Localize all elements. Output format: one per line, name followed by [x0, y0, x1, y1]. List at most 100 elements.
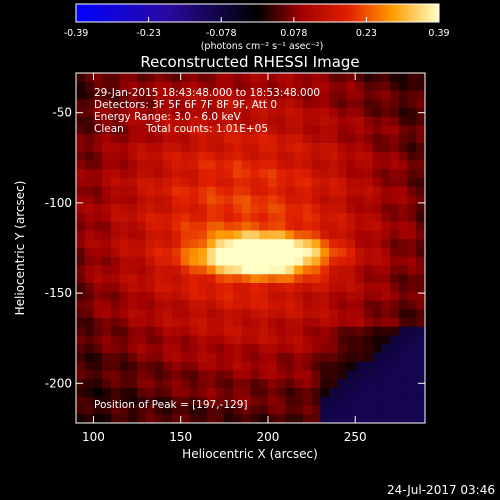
heatmap-cell [267, 90, 278, 100]
heatmap-cell [346, 239, 356, 249]
annotation-clean: Clean [94, 123, 124, 135]
colorbar-tick-labels: -0.39 -0.23 -0.078 0.078 0.23 0.39 [64, 28, 450, 39]
heatmap-cell [241, 73, 251, 83]
heatmap-cell [84, 213, 94, 223]
heatmap-cell [171, 405, 182, 415]
heatmap-cell [76, 361, 86, 371]
heatmap-cell [372, 116, 382, 126]
heatmap-cell [198, 370, 208, 380]
heatmap-cell [154, 151, 164, 161]
heatmap-cell [154, 309, 164, 319]
heatmap-cell [233, 73, 243, 83]
heatmap-cell [398, 239, 409, 249]
heatmap-cell [119, 248, 129, 258]
heatmap-cell [224, 90, 234, 100]
heatmap-cell [407, 414, 417, 424]
heatmap-cell [294, 116, 304, 126]
heatmap-cell [198, 388, 208, 398]
heatmap-cell [215, 178, 225, 188]
heatmap-cell [372, 73, 382, 83]
heatmap-cell [233, 396, 243, 406]
heatmap-cell [407, 283, 417, 293]
heatmap-cell [337, 73, 347, 83]
annotation-peak-position: Position of Peak = [197,-129] [94, 399, 248, 411]
heatmap-cell [250, 108, 260, 118]
heatmap-cell [206, 256, 217, 266]
heatmap-cell [110, 108, 121, 118]
heatmap-cell [311, 108, 321, 118]
heatmap-cell [84, 291, 94, 301]
heatmap-cell [206, 370, 217, 380]
heatmap-cell [76, 248, 86, 258]
heatmap-cell [180, 213, 190, 223]
heatmap-cell [128, 274, 138, 284]
heatmap-cell [224, 230, 234, 240]
heatmap-cell [171, 239, 182, 249]
heatmap-cell [102, 379, 112, 389]
heatmap-cell [329, 283, 339, 293]
heatmap-cell [329, 99, 339, 109]
heatmap-cell [137, 81, 147, 91]
heatmap-cell [285, 353, 295, 363]
heatmap-cell [372, 300, 382, 310]
heatmap-cell [119, 134, 129, 144]
heatmap-cell [416, 361, 426, 371]
heatmap-cell [171, 134, 182, 144]
heatmap-cell [241, 195, 251, 205]
heatmap-cell [259, 239, 269, 249]
heatmap-cell [119, 125, 129, 135]
heatmap-cell [363, 213, 374, 223]
heatmap-cell [390, 335, 400, 345]
heatmap-cell [102, 204, 112, 214]
heatmap-cell [329, 370, 339, 380]
heatmap-cell [224, 116, 234, 126]
heatmap-cell [215, 239, 225, 249]
heatmap-cell [198, 414, 208, 424]
heatmap-cell [198, 326, 208, 336]
heatmap-cell [302, 414, 313, 424]
heatmap-cell [285, 265, 295, 275]
heatmap-cell [302, 361, 313, 371]
heatmap-cell [285, 204, 295, 214]
heatmap-cell [285, 213, 295, 223]
heatmap-cell [285, 108, 295, 118]
heatmap-cell [233, 230, 243, 240]
heatmap-cell [329, 151, 339, 161]
heatmap-cell [311, 344, 321, 354]
heatmap-cell [267, 361, 278, 371]
heatmap-cell [294, 169, 304, 179]
heatmap-cell [93, 108, 103, 118]
heatmap-cell [407, 239, 417, 249]
heatmap-cell [241, 116, 251, 126]
heatmap-cell [259, 125, 269, 135]
heatmap-cell [337, 274, 347, 284]
heatmap-cell [102, 274, 112, 284]
heatmap-cell [372, 230, 382, 240]
heatmap-cell [259, 388, 269, 398]
heatmap-cell [241, 134, 251, 144]
heatmap-cell [346, 283, 356, 293]
heatmap-cell [137, 414, 147, 424]
heatmap-cell [320, 274, 330, 284]
heatmap-cell [337, 99, 347, 109]
heatmap-cell [189, 291, 199, 301]
heatmap-cell [84, 318, 94, 328]
heatmap-cell [363, 291, 374, 301]
heatmap-cell [311, 81, 321, 91]
heatmap-cell [276, 361, 286, 371]
heatmap-cell [154, 248, 164, 258]
heatmap-cell [233, 151, 243, 161]
heatmap-cell [355, 274, 365, 284]
heatmap-cell [311, 178, 321, 188]
heatmap-cell [215, 353, 225, 363]
heatmap-cell [189, 326, 199, 336]
heatmap-cell [198, 344, 208, 354]
heatmap-cell [189, 309, 199, 319]
heatmap-cell [337, 326, 347, 336]
heatmap-cell [241, 344, 251, 354]
heatmap-cell [250, 326, 260, 336]
heatmap-cell [198, 396, 208, 406]
heatmap-cell [276, 195, 286, 205]
heatmap-cell [407, 230, 417, 240]
heatmap-cell [311, 160, 321, 170]
